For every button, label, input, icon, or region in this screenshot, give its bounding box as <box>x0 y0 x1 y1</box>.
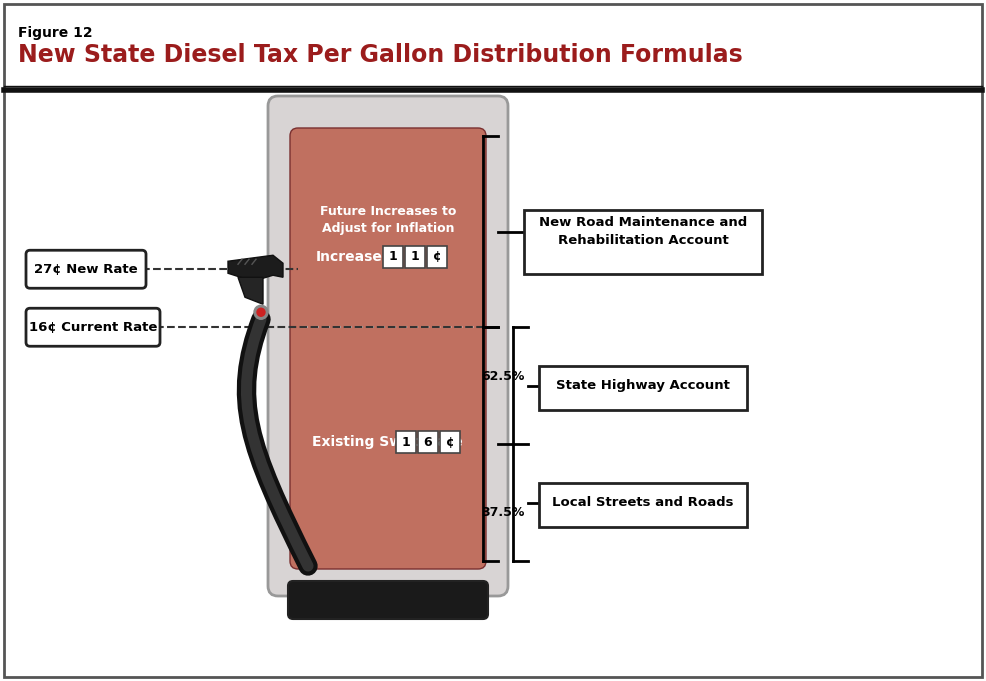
Polygon shape <box>238 277 263 304</box>
Text: 1: 1 <box>401 436 410 449</box>
Text: 27¢ New Rate: 27¢ New Rate <box>35 263 138 276</box>
Text: Future Increases to
Adjust for Inflation: Future Increases to Adjust for Inflation <box>319 204 457 235</box>
Text: State Highway Account: State Highway Account <box>556 379 730 392</box>
Text: Local Streets and Roads: Local Streets and Roads <box>552 496 734 509</box>
Text: 16¢ Current Rate: 16¢ Current Rate <box>29 321 157 334</box>
Text: Increase: Increase <box>316 250 383 264</box>
FancyBboxPatch shape <box>539 483 747 526</box>
Text: New State Diesel Tax Per Gallon Distribution Formulas: New State Diesel Tax Per Gallon Distribu… <box>18 43 742 67</box>
Text: 6: 6 <box>424 436 432 449</box>
FancyBboxPatch shape <box>539 366 747 410</box>
FancyBboxPatch shape <box>418 431 438 453</box>
FancyBboxPatch shape <box>268 96 508 596</box>
Text: Figure 12: Figure 12 <box>18 26 93 40</box>
Text: 62.5%: 62.5% <box>481 370 525 383</box>
Text: 37.5%: 37.5% <box>481 505 525 518</box>
FancyBboxPatch shape <box>26 308 160 346</box>
FancyBboxPatch shape <box>290 128 486 569</box>
FancyBboxPatch shape <box>427 246 447 268</box>
FancyBboxPatch shape <box>524 210 762 274</box>
FancyBboxPatch shape <box>26 250 146 288</box>
Text: 1: 1 <box>388 250 397 263</box>
FancyBboxPatch shape <box>396 431 416 453</box>
Text: ¢: ¢ <box>446 436 455 449</box>
FancyBboxPatch shape <box>4 4 982 677</box>
Text: New Road Maintenance and
Rehabilitation Account: New Road Maintenance and Rehabilitation … <box>539 216 747 247</box>
FancyBboxPatch shape <box>440 431 460 453</box>
Text: ¢: ¢ <box>433 250 442 263</box>
Polygon shape <box>228 255 283 281</box>
Circle shape <box>257 308 265 316</box>
Text: Existing Swap Rate: Existing Swap Rate <box>312 435 462 449</box>
Circle shape <box>254 305 268 319</box>
FancyBboxPatch shape <box>405 246 425 268</box>
Text: 1: 1 <box>410 250 419 263</box>
FancyBboxPatch shape <box>383 246 403 268</box>
FancyBboxPatch shape <box>288 581 488 619</box>
